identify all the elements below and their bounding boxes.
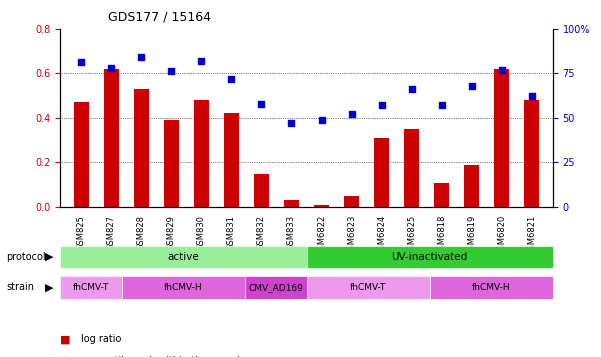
Bar xyxy=(344,196,359,207)
Point xyxy=(527,94,537,99)
Text: GDS177 / 15164: GDS177 / 15164 xyxy=(108,11,211,24)
Text: ■: ■ xyxy=(60,334,70,344)
Text: strain: strain xyxy=(6,282,34,292)
FancyBboxPatch shape xyxy=(245,276,307,298)
Text: ▶: ▶ xyxy=(45,282,53,292)
Text: protocol: protocol xyxy=(6,252,46,262)
Point xyxy=(76,60,86,65)
Bar xyxy=(194,100,209,207)
Text: fhCMV-T: fhCMV-T xyxy=(73,283,109,292)
Text: ■: ■ xyxy=(60,356,70,357)
Text: fhCMV-T: fhCMV-T xyxy=(350,283,386,292)
Bar xyxy=(74,102,89,207)
FancyBboxPatch shape xyxy=(60,246,307,268)
Point xyxy=(257,101,266,106)
Point xyxy=(227,76,236,81)
Bar xyxy=(224,114,239,207)
Point xyxy=(106,65,116,71)
Point xyxy=(197,58,206,64)
Point xyxy=(437,102,447,108)
Bar xyxy=(434,182,449,207)
Text: log ratio: log ratio xyxy=(81,334,121,344)
Text: active: active xyxy=(168,252,199,262)
Bar xyxy=(374,138,389,207)
Point xyxy=(467,83,477,89)
Point xyxy=(497,67,507,72)
FancyBboxPatch shape xyxy=(60,276,121,298)
Bar xyxy=(133,89,149,207)
Point xyxy=(287,120,296,126)
Text: fhCMV-H: fhCMV-H xyxy=(164,283,203,292)
FancyBboxPatch shape xyxy=(430,276,553,298)
Point xyxy=(347,111,356,117)
FancyBboxPatch shape xyxy=(307,246,553,268)
Text: ▶: ▶ xyxy=(45,252,53,262)
Bar xyxy=(163,120,179,207)
Text: percentile rank within the sample: percentile rank within the sample xyxy=(81,356,246,357)
Point xyxy=(407,86,416,92)
Bar xyxy=(524,100,539,207)
Point xyxy=(317,117,326,122)
Point xyxy=(136,54,146,60)
Text: UV-inactivated: UV-inactivated xyxy=(392,252,468,262)
Bar xyxy=(104,69,118,207)
Bar xyxy=(464,165,480,207)
Point xyxy=(166,69,176,74)
Text: fhCMV-H: fhCMV-H xyxy=(472,283,511,292)
Bar xyxy=(494,69,509,207)
Bar xyxy=(404,129,419,207)
Point xyxy=(377,102,386,108)
Text: CMV_AD169: CMV_AD169 xyxy=(248,283,303,292)
Bar xyxy=(254,174,269,207)
Bar xyxy=(314,205,329,207)
Bar xyxy=(284,200,299,207)
FancyBboxPatch shape xyxy=(307,276,430,298)
FancyBboxPatch shape xyxy=(121,276,245,298)
